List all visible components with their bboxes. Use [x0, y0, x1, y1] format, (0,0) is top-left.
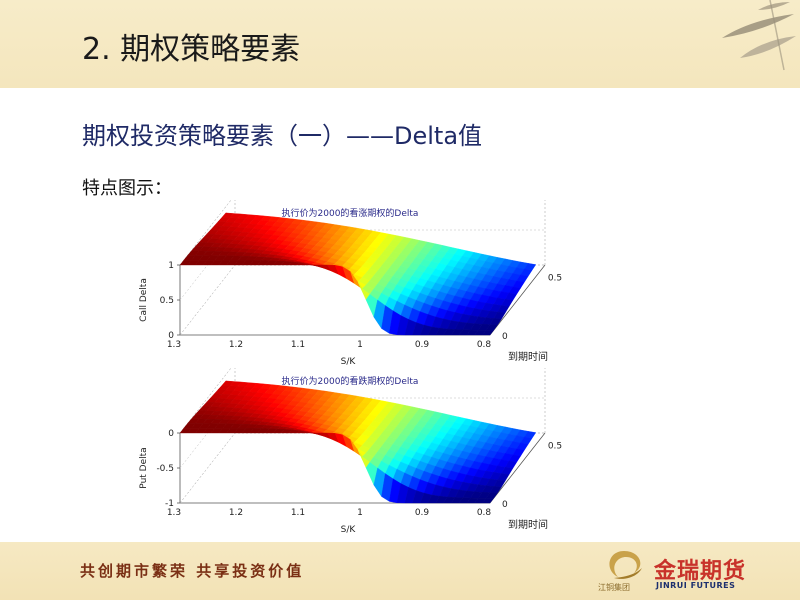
y-tick-label: 0.5 — [548, 274, 562, 284]
brand-group-name: 江铜集团 — [598, 583, 630, 592]
x-tick-label: 0.8 — [477, 508, 492, 518]
z-tick-label: 0.5 — [160, 296, 174, 306]
surface-patch — [481, 329, 495, 336]
y-tick-label: 0 — [502, 332, 508, 342]
x-tick-label: 1.1 — [291, 508, 305, 518]
y-axis-label: 到期时间 — [508, 350, 548, 363]
x-tick-label: 0.9 — [415, 340, 430, 350]
y-axis-label: 到期时间 — [508, 518, 548, 531]
y-tick-label: 0 — [502, 500, 508, 510]
x-axis-label: S/K — [341, 525, 357, 535]
z-tick-label: -0.5 — [156, 464, 174, 474]
brand-logo: 江铜集团 金瑞期货 JINRUI FUTURES — [594, 548, 794, 596]
x-tick-label: 1 — [357, 508, 363, 518]
x-tick-label: 0.8 — [477, 340, 492, 350]
bamboo-leaf-icon — [722, 0, 796, 71]
y-tick-label: 0.5 — [548, 442, 562, 452]
z-tick-label: -1 — [165, 499, 174, 509]
z-tick-label: 0 — [168, 429, 174, 439]
x-tick-label: 1.3 — [167, 508, 181, 518]
call-delta-surface-plot: 执行价为2000的看涨期权的Delta 0 0.5 1 Call Delta 1.3 1.2… — [139, 200, 562, 367]
z-tick-label: 1 — [168, 261, 174, 271]
x-tick-label: 1.3 — [167, 340, 181, 350]
plot-title: 执行价为2000的看涨期权的Delta — [282, 207, 419, 219]
x-tick-label: 1.2 — [229, 508, 243, 518]
plot-title: 执行价为2000的看跌期权的Delta — [282, 375, 419, 387]
z-tick-label: 0 — [168, 331, 174, 341]
surface-patch — [481, 497, 495, 504]
z-axis-label: Call Delta — [139, 278, 149, 322]
z-grid-line — [179, 368, 232, 434]
intro-label: 特点图示： — [82, 178, 172, 199]
x-tick-label: 1.1 — [291, 340, 305, 350]
x-tick-label: 1.2 — [229, 340, 243, 350]
x-tick-label: 0.9 — [415, 508, 430, 518]
section-title: 2. 期权策略要素 — [82, 32, 301, 67]
jinrui-logo-icon — [609, 551, 642, 579]
z-axis-label: Put Delta — [139, 447, 149, 488]
footer-slogan: 共创期市繁荣 共享投资价值 — [80, 562, 305, 580]
footer-band: 共创期市繁荣 共享投资价值 江铜集团 金瑞期货 JINRUI FUTURES — [0, 542, 800, 600]
brand-name: 金瑞期货 — [654, 559, 747, 584]
x-axis-label: S/K — [341, 357, 357, 367]
header-band: 2. 期权策略要素 — [0, 0, 800, 88]
z-grid-line — [179, 200, 232, 266]
put-delta-surface-plot: 执行价为2000的看跌期权的Delta -1 -0.5 0 Put Delta 1.3 1.… — [139, 368, 562, 535]
x-tick-label: 1 — [357, 340, 363, 350]
slide-subtitle: 期权投资策略要素（一）——Delta值 — [82, 122, 483, 150]
brand-name-en: JINRUI FUTURES — [656, 581, 736, 590]
